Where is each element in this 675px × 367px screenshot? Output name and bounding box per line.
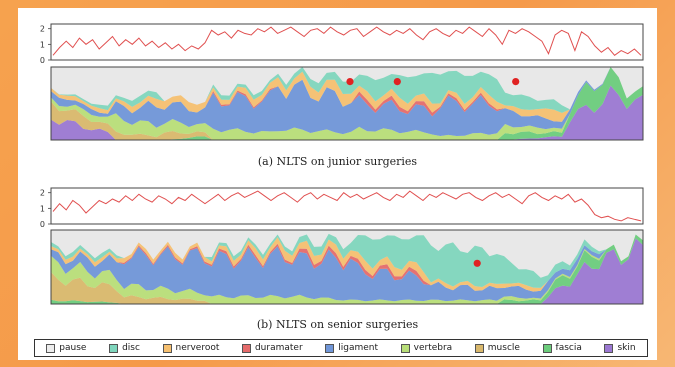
legend-label: ligament bbox=[338, 343, 379, 353]
highlight-marker-2 bbox=[512, 78, 520, 86]
legend-item-muscle: muscle bbox=[474, 343, 520, 353]
legend: pause disc nerveroot duramater ligament verte… bbox=[34, 339, 648, 357]
line-plot-frame-2 bbox=[50, 187, 644, 225]
signal-line bbox=[52, 26, 642, 56]
legend-label: duramater bbox=[254, 343, 303, 353]
legend-label: fascia bbox=[555, 343, 582, 353]
legend-swatch bbox=[604, 343, 614, 353]
highlight-marker-0 bbox=[473, 259, 481, 267]
legend-label: pause bbox=[59, 343, 87, 353]
y-tick-label: 1 bbox=[40, 204, 45, 213]
legend-label: disc bbox=[122, 343, 140, 353]
caption-junior: (a) NLTS on junior surgeries bbox=[257, 155, 418, 168]
legend-item-pause: pause bbox=[46, 343, 86, 353]
figure-svg: 0 1 2 0 1 2 bbox=[40, 23, 644, 305]
area-series-disc bbox=[51, 67, 643, 113]
legend-swatch bbox=[109, 343, 119, 353]
y-tick-label: 1 bbox=[40, 40, 45, 49]
highlight-marker-0 bbox=[346, 78, 354, 86]
legend-item-ligament: ligament bbox=[325, 343, 378, 353]
y-tick-label: 2 bbox=[40, 189, 45, 198]
line-plot-frame-0 bbox=[50, 23, 644, 61]
legend-swatch bbox=[162, 343, 172, 353]
legend-item-disc: disc bbox=[109, 343, 140, 353]
y-tick-label: 0 bbox=[40, 220, 45, 229]
legend-label: vertebra bbox=[413, 343, 453, 353]
figure-panel: 0 1 2 0 1 2 (a) NLTS on junior surgeries (b) … bbox=[18, 8, 657, 360]
legend-label: muscle bbox=[487, 343, 520, 353]
legend-label: skin bbox=[617, 343, 636, 353]
legend-item-fascia: fascia bbox=[542, 343, 582, 353]
area-plot-frame-3 bbox=[50, 229, 644, 305]
legend-swatch bbox=[542, 343, 552, 353]
area-series-ligament bbox=[51, 234, 643, 302]
legend-item-skin: skin bbox=[604, 343, 636, 353]
legend-label: nerveroot bbox=[175, 343, 220, 353]
legend-item-duramater: duramater bbox=[241, 343, 303, 353]
area-series-duramater bbox=[51, 67, 643, 122]
legend-swatch bbox=[474, 343, 484, 353]
legend-item-nerveroot: nerveroot bbox=[162, 343, 220, 353]
highlight-marker-1 bbox=[393, 78, 401, 86]
area-series-duramater bbox=[51, 234, 643, 292]
legend-swatch bbox=[241, 343, 251, 353]
area-series-nerveroot bbox=[51, 234, 643, 292]
area-series-skin bbox=[51, 238, 643, 304]
signal-line bbox=[52, 190, 642, 222]
y-tick-label: 0 bbox=[40, 56, 45, 65]
caption-senior: (b) NLTS on senior surgeries bbox=[256, 318, 419, 331]
legend-swatch bbox=[400, 343, 410, 353]
area-series-muscle bbox=[51, 234, 643, 304]
area-series-skin bbox=[51, 85, 643, 140]
legend-swatch bbox=[325, 343, 335, 353]
legend-swatch bbox=[46, 343, 56, 353]
area-series-ligament bbox=[51, 67, 643, 136]
area-plot-frame-1 bbox=[50, 66, 644, 141]
area-series-disc bbox=[51, 233, 643, 288]
area-series-nerveroot bbox=[51, 67, 643, 122]
legend-item-vertebra: vertebra bbox=[400, 343, 453, 353]
area-series-muscle bbox=[51, 67, 643, 140]
y-tick-label: 2 bbox=[40, 25, 45, 34]
